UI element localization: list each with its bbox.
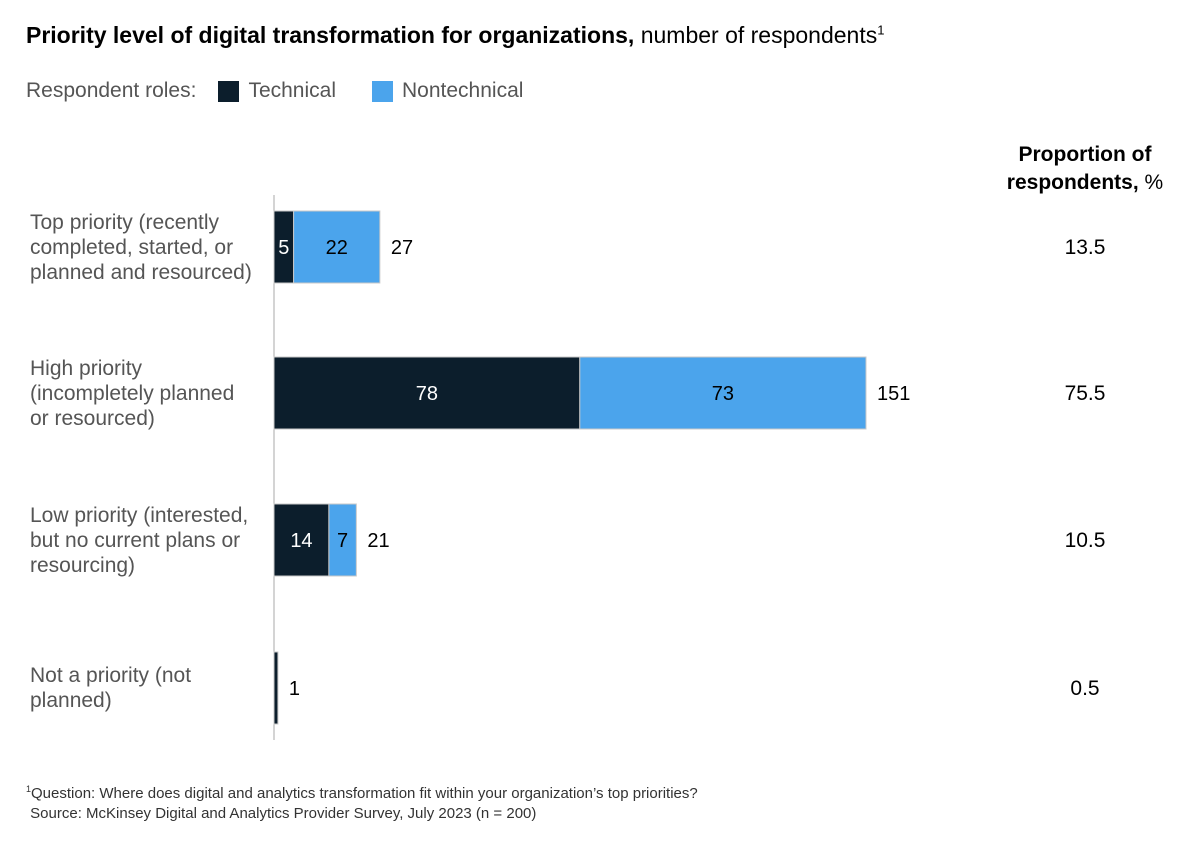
bar-technical-2: [273, 503, 330, 577]
bar-nontechnical-2: [328, 503, 357, 577]
legend-swatch-nontechnical: [372, 80, 394, 102]
category-label-line: but no current plans or: [30, 528, 241, 552]
category-label-line: or resourced): [30, 406, 155, 430]
chart-title: Priority level of digital transformation…: [26, 22, 884, 49]
title-subtitle: number of respondents: [640, 22, 878, 48]
legend-item-technical: Technical: [218, 79, 336, 103]
total-label-0: 27: [391, 237, 413, 259]
category-label-0: Top priority (recently completed, started…: [30, 210, 265, 285]
data-label-nontechnical-2: 7: [337, 530, 348, 552]
data-label-technical-0: 5: [278, 237, 289, 259]
total-label-1: 151: [877, 383, 910, 405]
footnote-marker: 1: [26, 784, 32, 794]
legend-text-technical: Technical: [248, 79, 337, 102]
category-label-line: Low priority (interested,: [30, 503, 249, 527]
total-label-2: 21: [367, 530, 389, 552]
category-label-line: High priority: [30, 356, 143, 380]
bar-nontechnical-1: [579, 356, 867, 430]
legend: Respondent roles: Technical Nontechnical: [26, 79, 523, 103]
legend-item-nontechnical: Nontechnical: [372, 79, 523, 103]
category-label-2: Low priority (interested, but no current …: [30, 503, 265, 578]
category-label-1: High priority (incompletely planned or res…: [30, 356, 265, 431]
proportion-value-2: 10.5: [1065, 529, 1106, 552]
footnote-question: Question: Where does digital and analyti…: [31, 785, 698, 802]
proportion-header-unit: %: [1144, 171, 1164, 194]
proportion-value-3: 0.5: [1070, 677, 1099, 700]
proportion-header-line1: Proportion of: [1018, 143, 1152, 166]
proportion-value-0: 13.5: [1065, 236, 1106, 259]
total-label-3: 1: [289, 678, 300, 700]
legend-label: Respondent roles:: [26, 79, 197, 102]
title-bold: Priority level of digital transformation…: [26, 22, 635, 48]
legend-text-nontechnical: Nontechnical: [402, 79, 524, 102]
category-label-line: planned and resourced): [30, 260, 252, 284]
data-label-nontechnical-0: 22: [326, 237, 348, 259]
proportion-value-1: 75.5: [1065, 382, 1106, 405]
bar-technical-1: [273, 356, 581, 430]
category-label-line: completed, started, or: [30, 235, 234, 259]
category-label-line: resourcing): [30, 553, 136, 577]
proportion-header-line2: respondents,: [1006, 171, 1139, 194]
category-label-line: planned): [30, 689, 112, 712]
data-label-technical-2: 14: [290, 530, 312, 552]
category-label-3: Not a priority (not planned): [30, 663, 265, 713]
data-label-technical-1: 78: [416, 383, 438, 405]
proportion-header: Proportion of respondents, %: [990, 141, 1180, 197]
category-label-line: (incompletely planned: [30, 381, 235, 405]
title-footnote-marker: 1: [877, 22, 885, 38]
footnote: 1Question: Where does digital and analyt…: [26, 784, 698, 824]
bar-nontechnical-0: [293, 210, 381, 284]
data-label-nontechnical-1: 73: [712, 383, 734, 405]
legend-swatch-technical: [218, 80, 240, 102]
category-label-line: Top priority (recently: [30, 210, 220, 234]
category-label-line: Not a priority (not: [30, 664, 192, 687]
bar-technical-3: [273, 651, 279, 725]
footnote-source: Source: McKinsey Digital and Analytics P…: [30, 805, 537, 822]
